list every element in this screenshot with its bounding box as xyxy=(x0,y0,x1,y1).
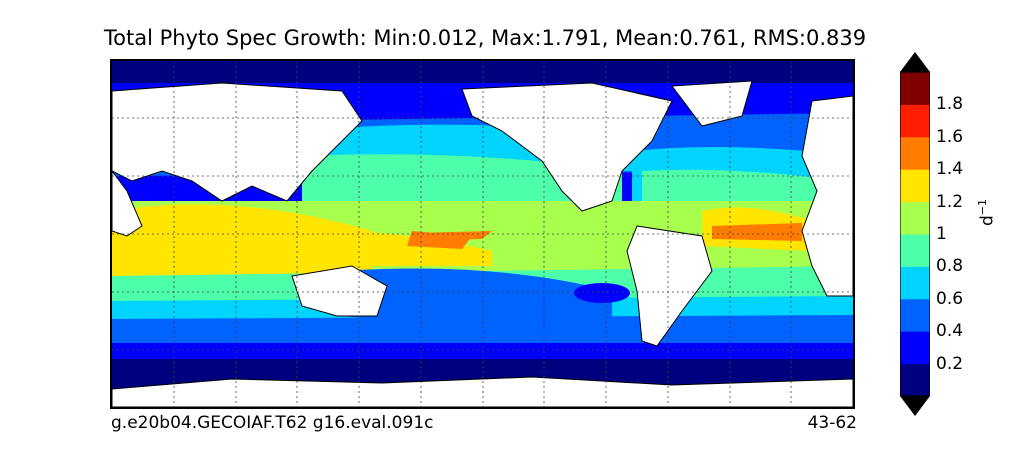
south-pacific-core xyxy=(574,283,630,303)
colorbar-segment xyxy=(900,72,930,105)
colorbar-extend-top xyxy=(900,52,930,72)
unit-exponent: −1 xyxy=(976,198,989,216)
land-antarctica xyxy=(112,376,853,407)
run-caption: g.e20b04.GECOIAF.T62 g16.eval.091c xyxy=(111,413,434,433)
gridlines xyxy=(112,61,853,407)
colorbar-tick-label: 1.2 xyxy=(936,191,964,212)
arctic-band xyxy=(112,61,853,83)
colorbar-tick-label: 1.4 xyxy=(936,159,964,180)
colorbar xyxy=(900,52,930,416)
land-north-america xyxy=(461,82,673,212)
colorbar-tick-label: 1.6 xyxy=(936,126,964,147)
colorbar-segment xyxy=(900,331,930,365)
unit-base: d xyxy=(977,215,998,226)
ocean-map xyxy=(112,61,853,407)
colorbar-extend-bottom xyxy=(900,396,930,416)
colorbar-tick-label: 0.4 xyxy=(936,321,964,342)
north-atlantic-green xyxy=(642,169,842,211)
land-south-america xyxy=(626,225,713,347)
map-frame xyxy=(110,59,855,409)
west-pacific-yellow xyxy=(352,231,492,266)
colorbar-unit-label: d−1 xyxy=(976,199,998,226)
landmasses xyxy=(112,80,853,407)
colorbar-segment xyxy=(900,298,930,332)
southern-ocean-blue xyxy=(112,343,853,361)
land-europe-africa xyxy=(801,95,853,297)
land-eurasia xyxy=(112,82,363,202)
land-australia xyxy=(291,265,388,317)
colorbar-tick-label: 0.6 xyxy=(936,288,964,309)
colorbar-segment xyxy=(900,266,930,300)
colorbar-segment xyxy=(900,136,930,170)
indian-ocean-yellow xyxy=(112,204,372,276)
colorbar-segment xyxy=(900,234,930,267)
colorbar-tick-label: 0.8 xyxy=(936,256,964,277)
colorbar-segment xyxy=(900,201,930,235)
chart-title: Total Phyto Spec Growth: Min:0.012, Max:… xyxy=(103,26,867,50)
colorbar-outline xyxy=(900,71,930,397)
pacific-orange-strip xyxy=(412,231,492,241)
colorbar-segment xyxy=(900,104,930,138)
colorbar-tick-label: 1.8 xyxy=(936,94,964,115)
land-greenland xyxy=(671,80,753,127)
north-pacific-green xyxy=(302,154,622,211)
colorbar-segment xyxy=(900,169,930,203)
colorbar-segments xyxy=(900,72,930,397)
land-africa-east xyxy=(112,170,143,237)
atlantic-orange xyxy=(712,223,802,241)
years-caption: 43-62 xyxy=(807,413,857,433)
colorbar-tick-label: 0.2 xyxy=(936,353,964,374)
south-pacific-gyre xyxy=(342,268,612,325)
colorbar-segment xyxy=(900,363,930,397)
colorbar-tick-label: 1 xyxy=(936,224,947,244)
